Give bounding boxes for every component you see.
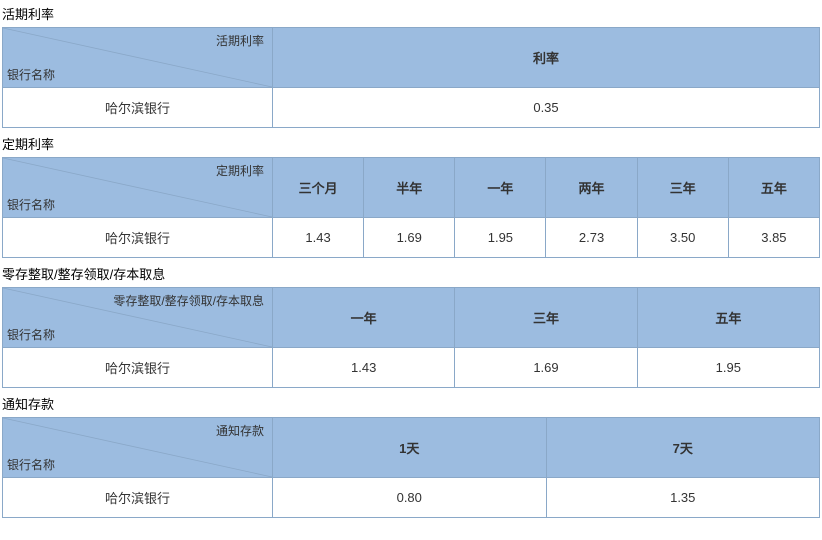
rate-table: 零存整取/整存领取/存本取息银行名称一年三年五年哈尔滨银行1.431.691.9… <box>2 287 820 388</box>
diagonal-bottom-label: 银行名称 <box>7 326 55 343</box>
rate-value-cell: 1.69 <box>364 218 455 258</box>
table-row: 哈尔滨银行1.431.691.952.733.503.85 <box>3 218 820 258</box>
rate-value-cell: 2.73 <box>546 218 637 258</box>
rate-value-cell: 1.95 <box>637 348 819 388</box>
rate-value-cell: 3.85 <box>728 218 819 258</box>
section-title: 零存整取/整存领取/存本取息 <box>2 262 820 287</box>
diagonal-top-label: 通知存款 <box>216 422 264 439</box>
column-header: 五年 <box>637 288 819 348</box>
column-header: 三年 <box>637 158 728 218</box>
diagonal-header-cell: 定期利率银行名称 <box>3 158 273 218</box>
diagonal-header-cell: 通知存款银行名称 <box>3 418 273 478</box>
bank-name-cell: 哈尔滨银行 <box>3 218 273 258</box>
table-row: 哈尔滨银行0.35 <box>3 88 820 128</box>
rate-section: 通知存款通知存款银行名称1天7天哈尔滨银行0.801.35 <box>2 392 820 518</box>
rate-value-cell: 1.43 <box>273 218 364 258</box>
column-header: 三个月 <box>273 158 364 218</box>
column-header: 三年 <box>455 288 637 348</box>
rate-table: 通知存款银行名称1天7天哈尔滨银行0.801.35 <box>2 417 820 518</box>
column-header: 两年 <box>546 158 637 218</box>
rate-value-cell: 1.43 <box>273 348 455 388</box>
column-header: 1天 <box>273 418 547 478</box>
column-header: 7天 <box>546 418 820 478</box>
bank-name-cell: 哈尔滨银行 <box>3 88 273 128</box>
diagonal-header-cell: 活期利率银行名称 <box>3 28 273 88</box>
table-row: 哈尔滨银行0.801.35 <box>3 478 820 518</box>
diagonal-bottom-label: 银行名称 <box>7 66 55 83</box>
rate-table: 活期利率银行名称利率哈尔滨银行0.35 <box>2 27 820 128</box>
rate-section: 活期利率活期利率银行名称利率哈尔滨银行0.35 <box>2 2 820 128</box>
diagonal-top-label: 活期利率 <box>216 32 264 49</box>
rate-section: 零存整取/整存领取/存本取息零存整取/整存领取/存本取息银行名称一年三年五年哈尔… <box>2 262 820 388</box>
table-row: 哈尔滨银行1.431.691.95 <box>3 348 820 388</box>
diagonal-bottom-label: 银行名称 <box>7 456 55 473</box>
rate-section: 定期利率定期利率银行名称三个月半年一年两年三年五年哈尔滨银行1.431.691.… <box>2 132 820 258</box>
diagonal-header-cell: 零存整取/整存领取/存本取息银行名称 <box>3 288 273 348</box>
rate-value-cell: 1.69 <box>455 348 637 388</box>
column-header: 利率 <box>273 28 820 88</box>
section-title: 通知存款 <box>2 392 820 417</box>
column-header: 半年 <box>364 158 455 218</box>
rate-value-cell: 0.80 <box>273 478 547 518</box>
rate-value-cell: 0.35 <box>273 88 820 128</box>
rate-table: 定期利率银行名称三个月半年一年两年三年五年哈尔滨银行1.431.691.952.… <box>2 157 820 258</box>
section-title: 活期利率 <box>2 2 820 27</box>
diagonal-top-label: 定期利率 <box>216 162 264 179</box>
section-title: 定期利率 <box>2 132 820 157</box>
bank-name-cell: 哈尔滨银行 <box>3 478 273 518</box>
diagonal-bottom-label: 银行名称 <box>7 196 55 213</box>
diagonal-top-label: 零存整取/整存领取/存本取息 <box>113 292 264 309</box>
column-header: 一年 <box>273 288 455 348</box>
bank-name-cell: 哈尔滨银行 <box>3 348 273 388</box>
column-header: 一年 <box>455 158 546 218</box>
column-header: 五年 <box>728 158 819 218</box>
rate-value-cell: 1.35 <box>546 478 820 518</box>
rate-value-cell: 3.50 <box>637 218 728 258</box>
rate-value-cell: 1.95 <box>455 218 546 258</box>
